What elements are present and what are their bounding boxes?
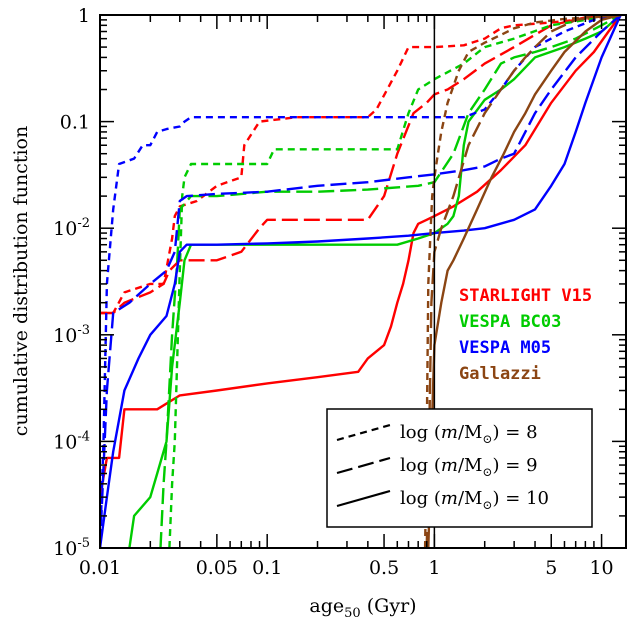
legend-label: log (m/M⊙) = 10 bbox=[400, 488, 549, 512]
x-tick-label: 5 bbox=[545, 557, 557, 579]
model-label-vespa-m05: VESPA M05 bbox=[459, 338, 551, 358]
series-line-gallazzi-logm9 bbox=[425, 15, 621, 548]
series-line-vespa-m05-logm9 bbox=[100, 15, 622, 548]
model-label-vespa-bc03: VESPA BC03 bbox=[459, 312, 561, 332]
series-line-gallazzi-logm10 bbox=[427, 15, 621, 548]
x-tick-label: 0.01 bbox=[79, 557, 121, 579]
y-axis-title: cumulative distribution function bbox=[10, 126, 32, 436]
y-tick-label: 10-2 bbox=[53, 216, 90, 240]
legend-line-longdash bbox=[336, 456, 391, 475]
legend-line-dashed bbox=[336, 423, 391, 442]
x-axis-title-subscript: 50 bbox=[344, 606, 361, 620]
x-tick-label: 0.05 bbox=[196, 557, 238, 579]
y-tick-label: 1 bbox=[78, 5, 90, 27]
ticks-layer: 0.01 0.05 0.1 0.5 1 5 10 1 0.1 10-2 10-3 10-4 10-5 bbox=[53, 5, 626, 579]
x-axis-title-unit: (Gyr) bbox=[361, 595, 417, 617]
x-tick-label: 1 bbox=[428, 557, 440, 579]
series-line-vespa-m05-logm10 bbox=[100, 15, 622, 548]
legend-box bbox=[326, 408, 593, 528]
legend-label: log (m/M⊙) = 8 bbox=[400, 422, 538, 446]
plot-frame bbox=[99, 14, 627, 549]
model-labels: STARLIGHT V15 VESPA BC03 VESPA M05 Gallazzi bbox=[459, 286, 592, 384]
series-line-vespa-bc03-logm10 bbox=[128, 15, 622, 548]
series-line-starlight-v15-logm9 bbox=[100, 15, 621, 315]
series-line-gallazzi-logm8 bbox=[423, 15, 621, 548]
legend: log (m/M⊙) = 8 log (m/M⊙) = 9 log (m/M⊙) =… bbox=[326, 408, 593, 528]
model-label-gallazzi: Gallazzi bbox=[459, 364, 541, 384]
x-tick-label: 0.1 bbox=[252, 557, 282, 579]
y-tick-label: 10-5 bbox=[53, 536, 90, 560]
x-tick-label: 10 bbox=[589, 557, 613, 579]
series-line-vespa-bc03-logm9 bbox=[159, 15, 622, 548]
x-axis-title: age50 (Gyr) bbox=[309, 595, 416, 620]
legend-line-solid bbox=[336, 489, 391, 508]
series-line-vespa-bc03-logm8 bbox=[168, 15, 621, 548]
x-tick-label: 0.5 bbox=[369, 557, 399, 579]
y-tick-label: 10-4 bbox=[53, 429, 90, 453]
series-layer bbox=[100, 15, 622, 548]
legend-label: log (m/M⊙) = 9 bbox=[400, 455, 538, 479]
y-tick-label: 10-3 bbox=[53, 323, 90, 347]
model-label-starlight-v15: STARLIGHT V15 bbox=[459, 286, 592, 306]
series-line-starlight-v15-logm10 bbox=[100, 15, 622, 498]
y-tick-label: 0.1 bbox=[60, 112, 90, 134]
